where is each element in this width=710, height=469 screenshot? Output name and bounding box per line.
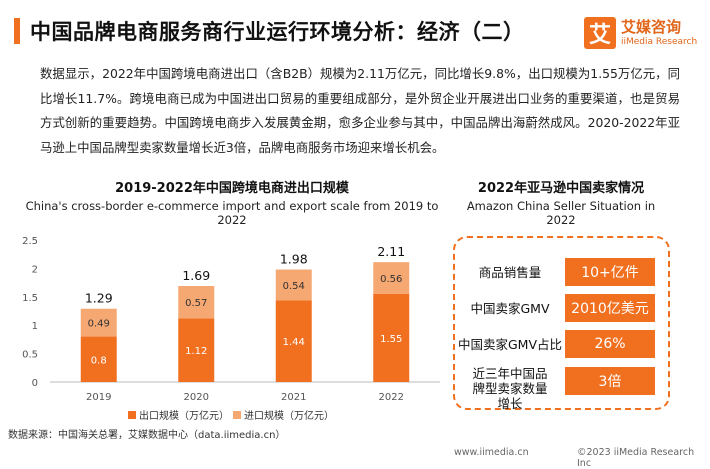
footer-url[interactable]: www.iimedia.cn [454, 447, 529, 458]
bar-export [80, 336, 117, 382]
legend-swatch-export [128, 411, 136, 419]
stat-value-badge: 2010亿美元 [565, 294, 655, 322]
total-label: 1.29 [85, 291, 113, 306]
data-label-export: 1.55 [380, 334, 402, 345]
chart-subtitle: China's cross-border e-commerce import a… [25, 199, 439, 227]
legend-label-export: 出口规模（万亿元） [139, 409, 229, 422]
page-title: 中国品牌电商服务商行业运行环境分析：经济（二） [30, 20, 525, 44]
title-accent-bar [14, 18, 20, 44]
total-label: 2.11 [377, 244, 405, 259]
bar-import [178, 286, 215, 319]
data-label-import: 0.49 [88, 319, 110, 330]
summary-paragraph: 数据显示，2022年中国跨境电商进出口（含B2B）规模为2.11万亿元，同比增长… [40, 66, 680, 155]
bar-export [275, 300, 312, 382]
bar-import [80, 308, 117, 337]
data-label-export: 0.8 [91, 355, 107, 366]
data-source: 数据来源：中国海关总署，艾媒数据中心（data.iimedia.cn） [8, 430, 286, 441]
x-tick-label: 2022 [379, 392, 404, 403]
stat-label: 中国卖家GMV占比 [457, 337, 563, 352]
y-tick-label: 0 [32, 378, 38, 389]
y-tick-label: 1 [32, 321, 38, 332]
stat-value-badge: 3倍 [565, 367, 655, 395]
stat-value-badge: 10+亿件 [565, 258, 655, 286]
data-label-export: 1.12 [185, 346, 207, 357]
logo-name-en: iiMedia Research [621, 36, 698, 47]
data-label-export: 1.44 [283, 337, 305, 348]
stat-row-gmv-share: 中国卖家GMV占比 26% [455, 330, 668, 360]
bar-import [373, 262, 410, 294]
logo-mark: 艾 [584, 17, 616, 49]
x-tick-label: 2020 [184, 392, 209, 403]
stat-label: 商品销售量 [478, 265, 542, 280]
stat-value-badge: 26% [565, 330, 655, 358]
y-tick-label: 2.5 [22, 236, 38, 247]
panel-title: 2022年亚马逊中国卖家情况 [477, 181, 645, 196]
amazon-seller-panel: 商品销售量 10+亿件 中国卖家GMV 2010亿美元 中国卖家GMV占比 26… [453, 236, 670, 411]
x-tick-label: 2021 [281, 392, 306, 403]
stat-row-brand-growth: 近三年中国品牌型卖家数量增长 3倍 [455, 366, 668, 411]
x-tick-label: 2019 [86, 392, 111, 403]
bar-export [373, 293, 410, 382]
iimedia-logo: 艾 艾媒咨询 iiMedia Research [584, 16, 697, 50]
y-tick-label: 1.5 [22, 293, 38, 304]
bar-import [275, 269, 312, 301]
logo-name-cn: 艾媒咨询 [621, 17, 682, 36]
data-label-import: 0.57 [185, 298, 207, 309]
stacked-bar-chart: 0 0.5 1 1.5 2 2.5 0.8 0.49 1.29 2019 1.12 0.57 1.69 2… [22, 236, 440, 422]
stat-label: 中国卖家GMV [470, 301, 550, 316]
bar-export [178, 318, 215, 382]
y-tick-label: 2 [32, 264, 38, 275]
stat-row-sales: 商品销售量 10+亿件 [455, 258, 668, 288]
stat-row-gmv: 中国卖家GMV 2010亿美元 [455, 294, 668, 324]
legend-label-import: 进口规模（万亿元） [244, 409, 334, 422]
data-label-import: 0.56 [380, 274, 402, 285]
y-tick-label: 0.5 [22, 350, 38, 361]
total-label: 1.69 [182, 268, 210, 283]
footer-copyright: ©2023 iiMedia Research Inc [577, 447, 695, 469]
legend-swatch-import [233, 411, 241, 419]
total-label: 1.98 [280, 252, 308, 267]
stat-label: 近三年中国品牌型卖家数量增长 [472, 366, 548, 411]
chart-title: 2019-2022年中国跨境电商进出口规模 [115, 181, 349, 196]
data-label-import: 0.54 [283, 281, 305, 292]
panel-subtitle: Amazon China Seller Situation in 2022 [466, 199, 656, 227]
